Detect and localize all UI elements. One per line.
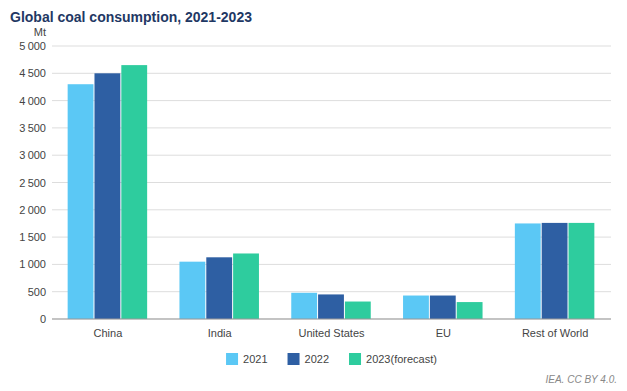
bar [515, 223, 541, 319]
credit: IEA. CC BY 4.0. [545, 374, 617, 385]
x-tick-label: EU [436, 327, 451, 339]
grid-line [52, 319, 611, 320]
y-tick-label: 2 000 [19, 204, 46, 216]
y-axis-label: Mt [34, 26, 46, 38]
bar [233, 253, 259, 319]
legend-label: 2021 [243, 353, 267, 365]
bar [179, 262, 205, 319]
bar [206, 257, 232, 319]
bar [121, 65, 147, 319]
chart: 0 500 1 000 1 500 2 000 2 500 3 000 3 500 4 000 4… [0, 0, 627, 391]
x-tick-label: India [208, 327, 233, 339]
bar [569, 223, 595, 319]
background [0, 0, 627, 391]
legend-label: 2023(forecast) [366, 353, 437, 365]
bar [291, 293, 317, 319]
bar [68, 84, 94, 319]
y-tick-label: 500 [28, 286, 46, 298]
x-tick-label: United States [298, 327, 365, 339]
x-axis-line [52, 319, 611, 320]
legend-swatch [288, 353, 300, 365]
x-tick-label: China [94, 327, 124, 339]
title: Global coal consumption, 2021-2023 [10, 9, 252, 25]
y-tick-label: 1 000 [19, 258, 46, 270]
bar [345, 302, 371, 319]
y-tick-label: 5 000 [19, 40, 46, 52]
x-axis: China India United States EU Rest of World [94, 327, 589, 339]
bars [68, 65, 595, 319]
y-tick-label: 4 500 [19, 67, 46, 79]
legend-label: 2022 [305, 353, 329, 365]
y-tick-label: 4 000 [19, 95, 46, 107]
grid-line [52, 46, 611, 47]
bar [542, 223, 568, 319]
y-tick-label: 0 [40, 313, 46, 325]
legend-swatch [226, 353, 238, 365]
x-tick-label: Rest of World [522, 327, 588, 339]
legend-swatch [349, 353, 361, 365]
y-tick-label: 3 500 [19, 122, 46, 134]
bar [403, 296, 429, 319]
y-tick-label: 3 000 [19, 149, 46, 161]
bar [318, 294, 344, 319]
y-axis: 0 500 1 000 1 500 2 000 2 500 3 000 3 500 4 000 4… [19, 40, 611, 325]
y-tick-label: 2 500 [19, 177, 46, 189]
legend: 2021 2022 2023(forecast) [226, 353, 437, 365]
bar [457, 302, 483, 319]
bar [430, 296, 456, 319]
y-tick-label: 1 500 [19, 231, 46, 243]
bar [94, 73, 120, 319]
